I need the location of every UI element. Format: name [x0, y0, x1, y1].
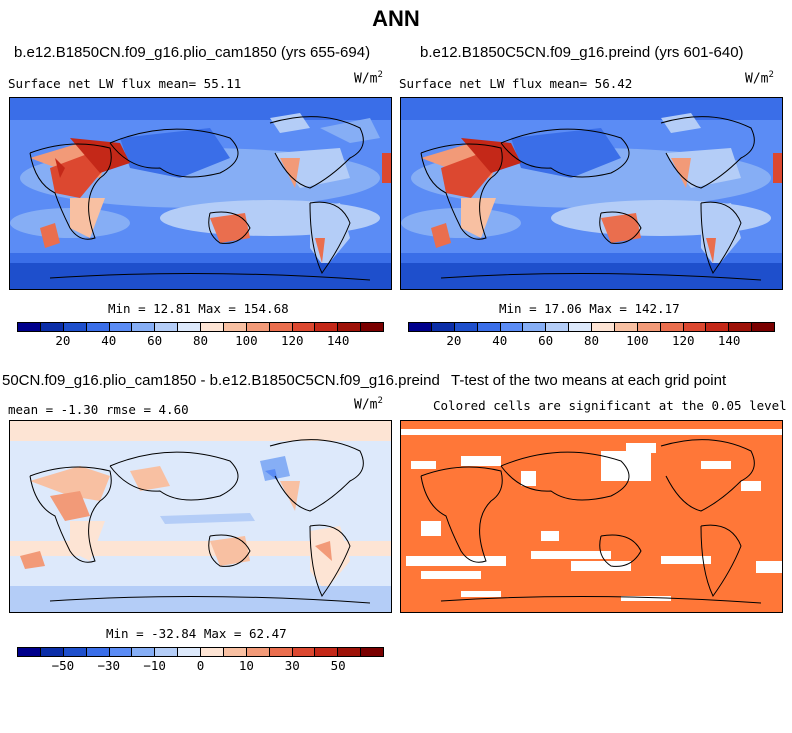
colorbar-swatch [569, 323, 592, 331]
colorbar-swatch [132, 648, 156, 656]
colorbar-swatch [614, 323, 638, 331]
diff-stats: mean = -1.30 rmse = 4.60 [8, 402, 189, 417]
colorbar-ticks-preind: 20 40 60 80 100 120 140 [408, 333, 775, 349]
colorbar-abs-preind [408, 322, 775, 332]
colorbar-tick-label: 20 [446, 333, 462, 348]
colorbar-swatch [246, 648, 270, 656]
colorbar-tick-label: 60 [147, 333, 163, 348]
colorbar-swatch [201, 648, 224, 656]
panel-subtitle-preind: Surface net LW flux mean= 56.42 [399, 76, 633, 91]
colorbar-swatch [477, 323, 501, 331]
units-label: W/m2 [745, 70, 774, 87]
colorbar-swatch [729, 323, 753, 331]
colorbar-swatch [361, 323, 383, 331]
map-ttest-significance [400, 420, 783, 613]
colorbar-swatch [40, 648, 64, 656]
colorbar-swatch [155, 323, 179, 331]
page-title: ANN [372, 6, 420, 31]
map-diff-lw-flux [9, 420, 392, 613]
colorbar-tick-label: 40 [492, 333, 508, 348]
colorbar-swatch [454, 323, 478, 331]
minmax-preind: Min = 17.06 Max = 142.17 [499, 301, 680, 316]
colorbar-swatch [292, 648, 316, 656]
minmax-diff: Min = -32.84 Max = 62.47 [106, 626, 287, 641]
colorbar-swatch [338, 648, 362, 656]
colorbar-swatch [292, 323, 316, 331]
colorbar-swatch [178, 648, 201, 656]
colorbar-swatch [18, 648, 41, 656]
colorbar-tick-label: 140 [717, 333, 741, 348]
colorbar-tick-label: 120 [671, 333, 695, 348]
colorbar-abs-plio [17, 322, 384, 332]
colorbar-tick-label: 50 [330, 658, 346, 673]
colorbar-swatch [223, 648, 247, 656]
colorbar-tick-label: 10 [238, 658, 254, 673]
units-label: W/m2 [354, 396, 383, 413]
minmax-plio: Min = 12.81 Max = 154.68 [108, 301, 289, 316]
colorbar-swatch [592, 323, 615, 331]
colorbar-swatch [246, 323, 270, 331]
colorbar-tick-label: 120 [280, 333, 304, 348]
colorbar-swatch [269, 648, 293, 656]
colorbar-swatch [500, 323, 524, 331]
colorbar-swatch [109, 323, 133, 331]
panel-title-ttest: T-test of the two means at each grid poi… [451, 372, 727, 389]
colorbar-swatch [40, 323, 64, 331]
colorbar-tick-label: 60 [538, 333, 554, 348]
colorbar-swatch [546, 323, 570, 331]
colorbar-swatch [338, 323, 362, 331]
colorbar-swatch [752, 323, 774, 331]
colorbar-swatch [431, 323, 455, 331]
colorbar-swatch [178, 323, 201, 331]
panel-subtitle-plio: Surface net LW flux mean= 55.11 [8, 76, 242, 91]
colorbar-tick-label: −50 [51, 658, 75, 673]
colorbar-tick-label: 30 [284, 658, 300, 673]
colorbar-swatch [86, 323, 110, 331]
colorbar-swatch [361, 648, 383, 656]
colorbar-tick-label: 80 [192, 333, 209, 348]
colorbar-swatch [86, 648, 110, 656]
panel-title-diff: 50CN.f09_g16.plio_cam1850 - b.e12.B1850C… [2, 372, 440, 389]
map-plio-lw-flux [9, 97, 392, 290]
colorbar-ticks-plio: 20 40 60 80 100 120 140 [17, 333, 384, 349]
colorbar-tick-label: 40 [101, 333, 117, 348]
colorbar-swatch [315, 648, 339, 656]
colorbar-swatch [409, 323, 432, 331]
colorbar-swatch [683, 323, 707, 331]
colorbar-tick-label: −30 [97, 658, 121, 673]
colorbar-swatch [315, 323, 339, 331]
colorbar-swatch [132, 323, 156, 331]
colorbar-swatch [63, 323, 87, 331]
colorbar-tick-label: 80 [583, 333, 600, 348]
panel-title-preind: b.e12.B1850C5CN.f09_g16.preind (yrs 601-… [420, 44, 744, 61]
colorbar-diff [17, 647, 384, 657]
colorbar-swatch [201, 323, 224, 331]
colorbar-ticks-diff: −50 −30 −10 0 10 30 50 [17, 658, 384, 674]
colorbar-tick-label: 20 [55, 333, 71, 348]
ttest-subtitle: Colored cells are significant at the 0.0… [433, 398, 787, 413]
colorbar-swatch [706, 323, 730, 331]
colorbar-swatch [109, 648, 133, 656]
colorbar-tick-label: 0 [196, 658, 205, 673]
colorbar-swatch [269, 323, 293, 331]
colorbar-swatch [637, 323, 661, 331]
colorbar-tick-label: 140 [326, 333, 350, 348]
colorbar-tick-label: 100 [235, 333, 258, 348]
colorbar-swatch [63, 648, 87, 656]
colorbar-swatch [18, 323, 41, 331]
panel-title-plio: b.e12.B1850CN.f09_g16.plio_cam1850 (yrs … [14, 44, 371, 61]
colorbar-swatch [155, 648, 179, 656]
colorbar-swatch [523, 323, 547, 331]
colorbar-tick-label: 100 [626, 333, 649, 348]
units-label: W/m2 [354, 70, 383, 87]
colorbar-swatch [223, 323, 247, 331]
map-preind-lw-flux [400, 97, 783, 290]
colorbar-swatch [660, 323, 684, 331]
colorbar-tick-label: −10 [143, 658, 166, 673]
